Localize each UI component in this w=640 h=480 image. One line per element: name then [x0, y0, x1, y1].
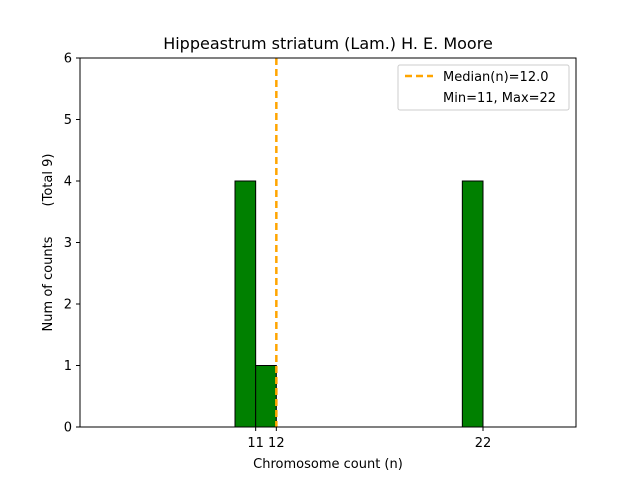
y-axis-total-label: (Total 9): [41, 154, 56, 207]
legend: Median(n)=12.0 Min=11, Max=22: [397, 64, 570, 111]
y-axis-label: Num of counts: [41, 236, 56, 331]
y-tick-label-2: 2: [64, 298, 72, 313]
x-tick-label-22: 22: [475, 436, 492, 451]
x-tick-label-11: 11: [247, 436, 264, 451]
bars-group: [234, 180, 484, 428]
bar-12: [255, 365, 277, 428]
plot-background: [80, 58, 576, 427]
legend-range-label: Min=11, Max=22: [443, 91, 556, 106]
chart-title: Hippeastrum striatum (Lam.) H. E. Moore: [163, 34, 493, 53]
y-tick-label-4: 4: [64, 175, 72, 190]
x-tick-label-12: 12: [268, 436, 285, 451]
bar-11: [234, 180, 257, 428]
y-tick-label-0: 0: [64, 421, 72, 436]
y-tick-label-1: 1: [64, 359, 72, 374]
x-axis-ticks: 11 12 22: [247, 427, 491, 451]
legend-median-label: Median(n)=12.0: [443, 70, 549, 85]
legend-box: [397, 64, 570, 111]
x-axis-label: Chromosome count (n): [253, 457, 403, 472]
y-tick-label-5: 5: [64, 113, 72, 128]
y-tick-label-3: 3: [64, 236, 72, 251]
y-axis-ticks: 0 1 2 3 4 5 6: [64, 52, 80, 436]
bar-22: [461, 180, 484, 428]
y-tick-label-6: 6: [64, 52, 72, 67]
